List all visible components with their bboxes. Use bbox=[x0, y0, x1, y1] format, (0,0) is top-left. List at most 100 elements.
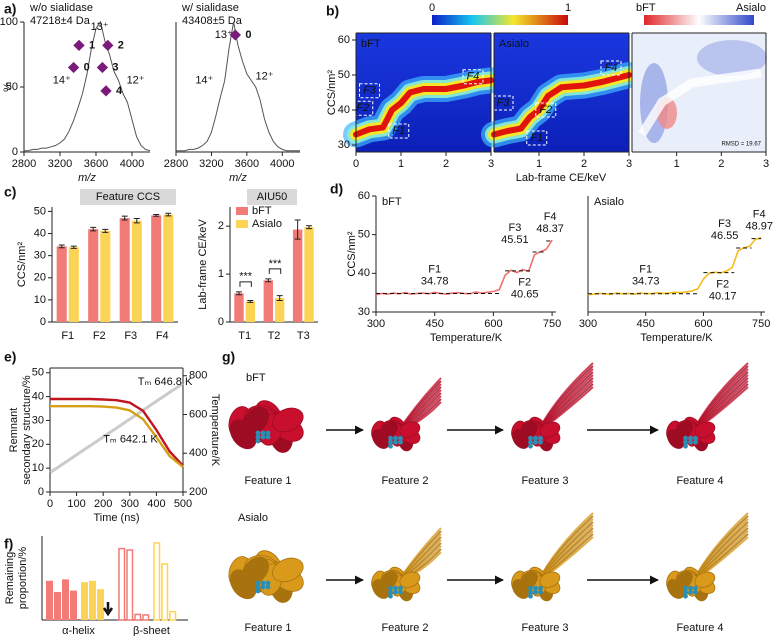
protein-blob bbox=[674, 420, 693, 440]
protein-blob bbox=[519, 420, 538, 440]
glycan bbox=[265, 430, 271, 436]
bar bbox=[81, 582, 88, 620]
y-tick-label: 30 bbox=[34, 250, 46, 262]
protein-structure bbox=[511, 362, 594, 452]
significance-label: *** bbox=[269, 258, 283, 270]
x-tick-label: 0 bbox=[353, 158, 359, 170]
feature-box bbox=[359, 83, 380, 99]
peak-diamond bbox=[96, 61, 109, 74]
x-tick-label: 500 bbox=[174, 498, 192, 510]
y-axis-label: % bbox=[2, 82, 14, 92]
y-axis-label: CCS/nm² bbox=[346, 231, 358, 277]
x-tick-label: F1 bbox=[61, 330, 74, 342]
x-tick-label: 600 bbox=[484, 318, 502, 330]
glycan bbox=[393, 439, 398, 445]
bar bbox=[234, 293, 244, 322]
glycan bbox=[398, 585, 403, 591]
legend-label: Asialo bbox=[252, 218, 282, 230]
glycan bbox=[533, 435, 538, 441]
panel-label: d) bbox=[330, 181, 343, 197]
bar bbox=[54, 592, 61, 620]
x-axis-label: Time (ns) bbox=[93, 512, 139, 524]
peak-diamond bbox=[100, 85, 112, 97]
x-tick-label: 750 bbox=[752, 318, 770, 330]
row-label: Asialo bbox=[238, 512, 268, 524]
title-box bbox=[247, 189, 297, 205]
glycan bbox=[388, 593, 393, 599]
glycan bbox=[533, 439, 538, 445]
error-bar bbox=[90, 226, 97, 232]
peak-label: 0 bbox=[84, 61, 90, 73]
glycan bbox=[398, 439, 403, 445]
glycan bbox=[388, 589, 393, 595]
panel-sublabel: Asialo bbox=[594, 196, 624, 208]
charge-label: 14⁺ bbox=[53, 74, 71, 86]
bar bbox=[151, 215, 162, 322]
feature-label: F3 bbox=[363, 85, 377, 97]
protein-blob bbox=[399, 571, 421, 588]
bar bbox=[161, 563, 169, 621]
glycan bbox=[398, 435, 403, 441]
colorbar-label: bFT bbox=[636, 2, 656, 14]
x-tick-label: F3 bbox=[124, 330, 137, 342]
diff-band bbox=[638, 68, 762, 137]
peak-label: 3 bbox=[112, 61, 118, 73]
glycan bbox=[688, 585, 693, 591]
panel-sublabel: Asialo bbox=[499, 38, 529, 50]
bar bbox=[163, 214, 174, 322]
x-tick-label: α-helix bbox=[62, 625, 95, 636]
feature-name: F4 bbox=[544, 211, 557, 223]
x-tick-label: T1 bbox=[238, 330, 251, 342]
panel-sublabel: bFT bbox=[382, 196, 402, 208]
glycan bbox=[688, 589, 693, 595]
error-bar bbox=[133, 218, 140, 224]
x-tick-label: 3 bbox=[488, 158, 494, 170]
x-tick-label: 1 bbox=[398, 158, 404, 170]
y-tick-label: 0 bbox=[218, 316, 224, 328]
protein-blob bbox=[399, 421, 421, 438]
glycan bbox=[538, 589, 543, 595]
protein-blob bbox=[271, 557, 304, 583]
error-bar bbox=[265, 278, 272, 283]
glycan bbox=[683, 435, 688, 441]
feature-value: 40.17 bbox=[709, 291, 737, 303]
x-tick-label: 1 bbox=[536, 158, 542, 170]
glycan bbox=[393, 585, 398, 591]
y-tick-label: 40 bbox=[34, 227, 46, 239]
feature-value: 46.55 bbox=[711, 230, 739, 242]
x-tick-label: 3200 bbox=[48, 158, 72, 170]
x-tick-label: 0 bbox=[47, 498, 53, 510]
protein-structure bbox=[666, 512, 749, 602]
feature-caption: Feature 4 bbox=[676, 622, 723, 634]
y-tick-label: 60 bbox=[358, 190, 370, 202]
glycan bbox=[528, 435, 533, 441]
panel-label: a) bbox=[4, 1, 16, 17]
y-tick-label: 20 bbox=[32, 438, 44, 450]
feature-label: F4 bbox=[467, 71, 480, 83]
bar bbox=[275, 298, 285, 322]
peak-diamond bbox=[102, 39, 114, 52]
series-line bbox=[50, 405, 184, 468]
bar bbox=[56, 246, 67, 322]
panel-label: b) bbox=[326, 3, 339, 19]
bar bbox=[142, 614, 150, 621]
feature-label: F1 bbox=[392, 125, 405, 137]
x-tick-label: 4000 bbox=[120, 158, 144, 170]
panel-label: e) bbox=[4, 349, 16, 365]
protein-blob bbox=[379, 420, 398, 440]
y-axis-label: Lab-frame CE/keV bbox=[197, 219, 209, 310]
bar bbox=[304, 227, 314, 322]
bar bbox=[46, 580, 53, 620]
x-tick-label: 2 bbox=[443, 158, 449, 170]
y2-tick-label: 800 bbox=[189, 370, 207, 382]
x-tick-label: 2800 bbox=[12, 158, 36, 170]
x-tick-label: 2800 bbox=[164, 158, 188, 170]
protein-blob bbox=[271, 407, 304, 433]
ridge-band bbox=[353, 77, 494, 138]
protein-structure bbox=[511, 512, 594, 602]
glycan bbox=[388, 439, 393, 445]
x-tick-label: 3 bbox=[626, 158, 632, 170]
x-tick-label: F2 bbox=[93, 330, 106, 342]
peak-label: 1 bbox=[89, 39, 95, 51]
glycan bbox=[528, 589, 533, 595]
